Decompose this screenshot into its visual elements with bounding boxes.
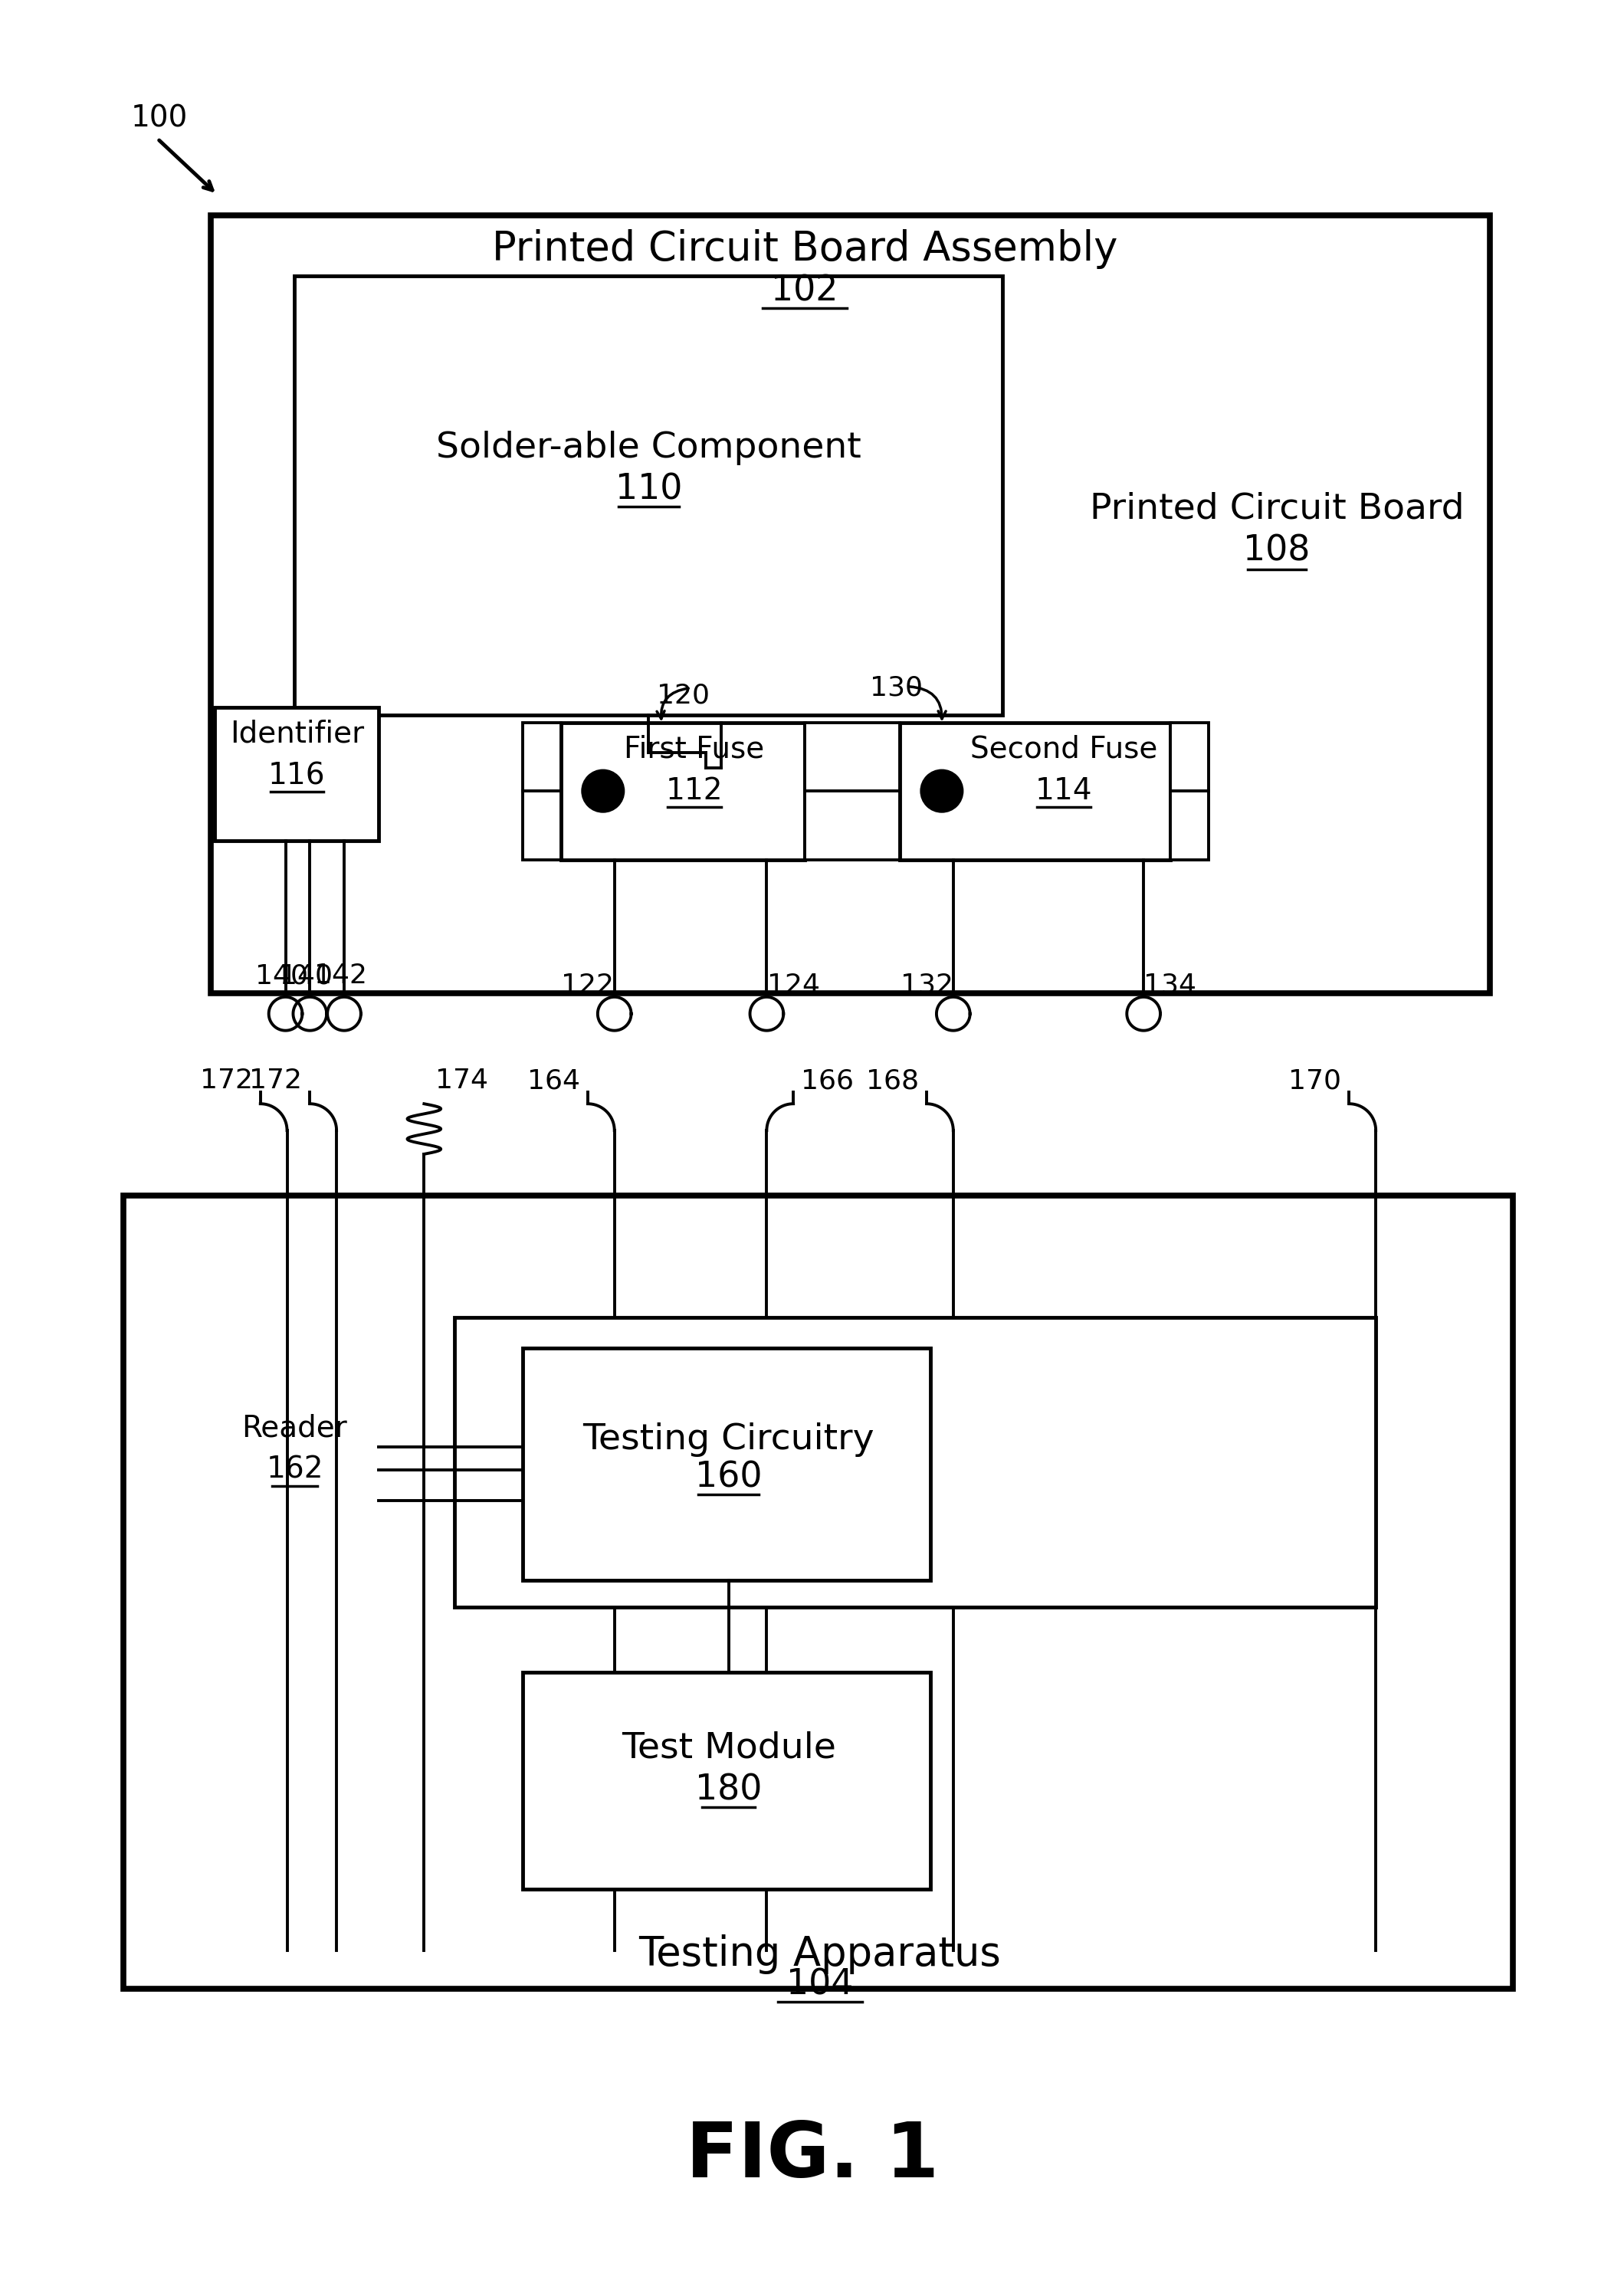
Text: Testing Circuitry: Testing Circuitry <box>583 1423 874 1457</box>
Text: Solder-able Component: Solder-able Component <box>437 431 861 465</box>
Text: 114: 114 <box>1034 777 1093 805</box>
Text: Reader: Reader <box>242 1414 348 1443</box>
Text: Printed Circuit Board Assembly: Printed Circuit Board Assembly <box>492 230 1117 269</box>
Text: Test Module: Test Module <box>622 1731 836 1765</box>
Text: 174: 174 <box>435 1067 489 1094</box>
Text: 170: 170 <box>1289 1067 1341 1094</box>
Text: Printed Circuit Board: Printed Circuit Board <box>1090 492 1465 527</box>
Text: 104: 104 <box>786 1968 854 2002</box>
Bar <box>211 214 1489 994</box>
Text: 172: 172 <box>250 1067 302 1094</box>
Bar <box>523 1347 931 1580</box>
Text: 132: 132 <box>900 974 953 999</box>
Text: 168: 168 <box>866 1067 919 1094</box>
Text: 116: 116 <box>268 762 325 791</box>
Circle shape <box>581 771 624 812</box>
Text: 102: 102 <box>771 274 838 308</box>
Text: 162: 162 <box>266 1455 323 1484</box>
Text: 112: 112 <box>666 777 723 805</box>
Text: Second Fuse: Second Fuse <box>970 734 1158 764</box>
Bar <box>1171 723 1208 860</box>
Text: 140: 140 <box>255 962 309 990</box>
Text: 122: 122 <box>562 974 614 999</box>
Bar <box>900 723 1171 860</box>
Text: 134: 134 <box>1143 974 1197 999</box>
Bar <box>294 276 1002 714</box>
Text: 164: 164 <box>528 1067 580 1094</box>
Text: 124: 124 <box>767 974 820 999</box>
Bar <box>211 1393 378 1546</box>
Text: 110: 110 <box>615 472 682 506</box>
Text: 120: 120 <box>656 682 710 709</box>
Bar <box>214 707 378 841</box>
Circle shape <box>921 771 963 812</box>
Text: First Fuse: First Fuse <box>624 734 765 764</box>
Text: 130: 130 <box>870 675 922 700</box>
Bar <box>128 1199 1509 1984</box>
Text: 142: 142 <box>313 962 367 990</box>
Bar <box>523 723 562 860</box>
Text: 160: 160 <box>695 1459 762 1496</box>
Bar <box>806 723 900 860</box>
Text: 180: 180 <box>695 1774 762 1808</box>
Bar <box>455 1318 1376 1607</box>
Text: FIG. 1: FIG. 1 <box>685 2120 939 2193</box>
Text: 100: 100 <box>132 103 188 132</box>
Bar <box>123 1195 1514 1988</box>
Bar <box>562 723 806 860</box>
Bar <box>523 1671 931 1890</box>
Text: Testing Apparatus: Testing Apparatus <box>638 1933 1002 1974</box>
Text: 108: 108 <box>1244 534 1311 568</box>
Text: 166: 166 <box>801 1067 854 1094</box>
Text: Identifier: Identifier <box>231 718 364 748</box>
Text: 140: 140 <box>279 962 333 990</box>
Text: 172: 172 <box>200 1067 253 1094</box>
